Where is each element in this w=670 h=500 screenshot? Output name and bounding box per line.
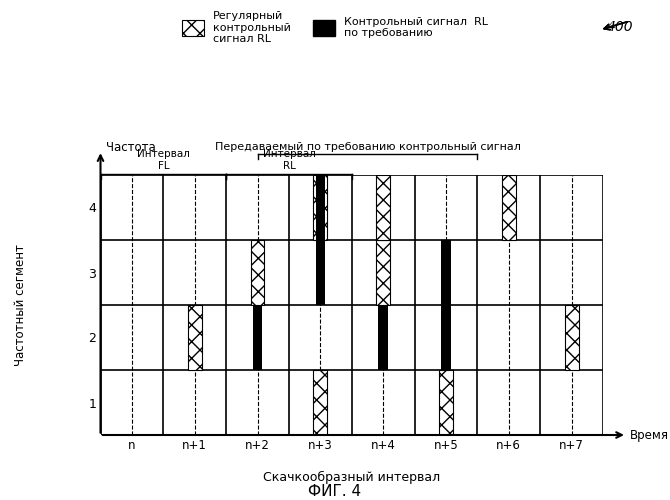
Bar bbox=[442, 240, 451, 305]
Bar bbox=[377, 240, 390, 305]
Legend: Регулярный
контрольный
сигнал RL, Контрольный сигнал  RL
по требованию: Регулярный контрольный сигнал RL, Контро… bbox=[178, 6, 492, 48]
Bar bbox=[316, 240, 325, 305]
Bar bbox=[439, 370, 453, 435]
Text: Время: Время bbox=[629, 428, 669, 442]
Bar bbox=[314, 370, 327, 435]
Text: 400: 400 bbox=[606, 20, 633, 34]
Bar bbox=[565, 305, 578, 370]
Bar bbox=[379, 305, 388, 370]
Text: Скачкообразный интервал: Скачкообразный интервал bbox=[263, 471, 440, 484]
Bar bbox=[316, 175, 325, 240]
Text: ФИГ. 4: ФИГ. 4 bbox=[308, 484, 362, 499]
Bar bbox=[188, 305, 202, 370]
Bar bbox=[314, 175, 327, 240]
Bar bbox=[442, 305, 451, 370]
Text: Частота: Частота bbox=[106, 141, 155, 154]
Text: Интервал
FL: Интервал FL bbox=[137, 149, 190, 171]
Bar bbox=[502, 175, 516, 240]
Text: Передаваемый по требованию контрольный сигнал: Передаваемый по требованию контрольный с… bbox=[214, 142, 521, 152]
Bar bbox=[377, 175, 390, 240]
Text: Интервал
RL: Интервал RL bbox=[263, 149, 316, 171]
Bar bbox=[251, 240, 265, 305]
Text: Частотный сегмент: Частотный сегмент bbox=[13, 244, 27, 366]
Bar bbox=[253, 305, 262, 370]
